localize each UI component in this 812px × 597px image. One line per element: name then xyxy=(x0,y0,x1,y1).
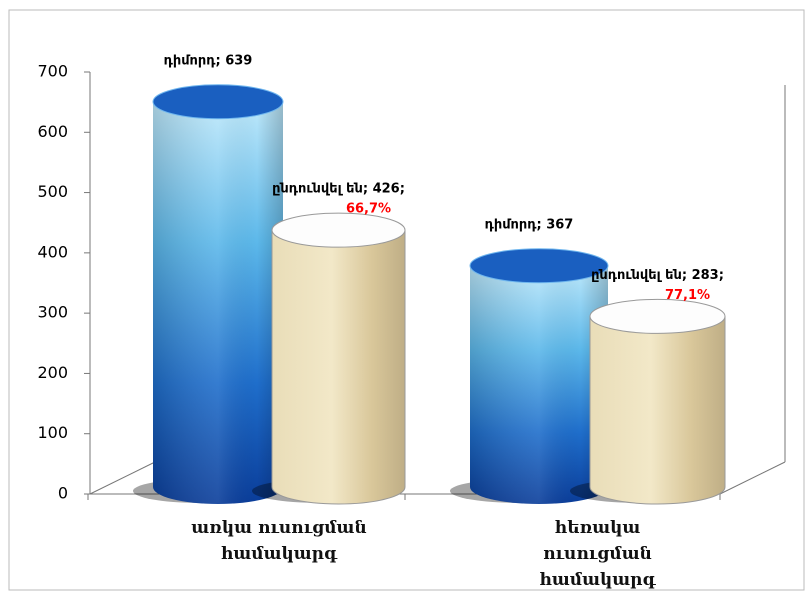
cylinder-shade xyxy=(153,101,283,504)
cylinder-top xyxy=(271,212,406,248)
data-label: դիմորդ; 367 xyxy=(485,217,574,232)
cylinder xyxy=(271,229,406,505)
y-tick-label: 0 xyxy=(58,484,68,503)
share-label: 66,7% xyxy=(346,202,391,217)
data-label: ընդունվել են; 283; xyxy=(591,268,724,283)
frame xyxy=(8,9,805,591)
y-tick-label: 400 xyxy=(37,242,68,261)
x-tick-label: առկա ուսուցման համակարգ xyxy=(191,518,367,564)
x-tick-label: հեռակա ուսուցման համակարգ xyxy=(539,518,656,590)
cylinder-shade xyxy=(470,265,608,504)
y-tick-label: 600 xyxy=(37,122,68,141)
data-label: ընդունվել են; 426; xyxy=(272,182,405,197)
cylinder-top xyxy=(469,248,609,284)
y-tick-label: 300 xyxy=(37,303,68,322)
cylinder xyxy=(589,315,726,505)
y-tick-label: 700 xyxy=(37,62,68,81)
y-tick-label: 200 xyxy=(37,363,68,382)
cylinder-top xyxy=(589,298,726,334)
y-tick-label: 500 xyxy=(37,182,68,201)
cylinder-top xyxy=(152,84,284,120)
y-tick-label: 100 xyxy=(37,423,68,442)
data-label: դիմորդ; 639 xyxy=(164,53,253,68)
share-label: 77,1% xyxy=(665,288,710,303)
